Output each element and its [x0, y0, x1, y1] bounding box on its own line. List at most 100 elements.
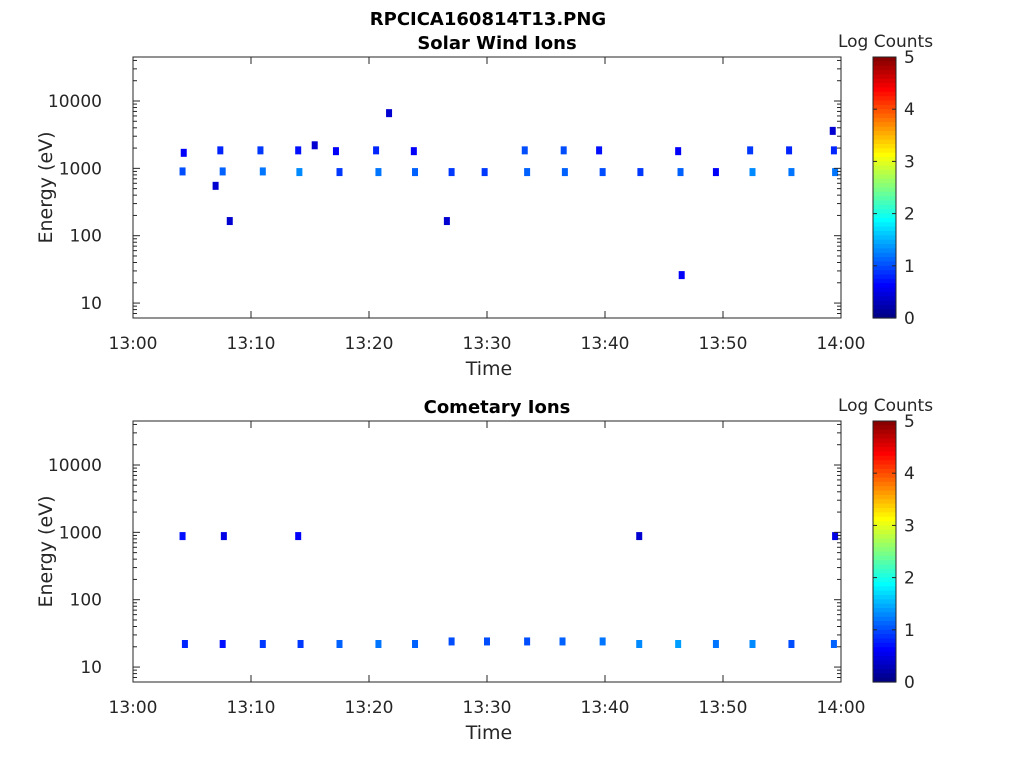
colorbar-frame: [872, 56, 897, 319]
colorbar-segment: [873, 174, 896, 180]
panel-title: Solar Wind Ions: [417, 33, 576, 54]
data-cell: [786, 146, 793, 155]
colorbar-segment: [873, 486, 896, 492]
x-tick-label: 13:30: [463, 698, 512, 718]
data-cell: [373, 146, 380, 155]
colorbar-segment: [873, 595, 896, 600]
colorbar-segment: [873, 117, 896, 123]
colorbar-segment: [873, 586, 896, 592]
colorbar-segment: [873, 599, 896, 605]
x-tick-label: 14:00: [817, 334, 866, 354]
data-cell: [443, 217, 450, 226]
colorbar-segment: [873, 157, 896, 162]
colorbar-segment: [873, 573, 896, 579]
colorbar-segment: [873, 161, 896, 167]
data-cell: [561, 168, 568, 177]
colorbar-segment: [873, 425, 896, 431]
colorbar-segment: [873, 468, 896, 474]
colorbar-segment: [873, 590, 896, 596]
data-cell: [336, 639, 343, 648]
colorbar-tick-label: 1: [904, 257, 915, 277]
colorbar-segment: [873, 612, 896, 618]
y-tick-label: 100: [70, 591, 102, 611]
colorbar-segment: [873, 239, 896, 245]
colorbar-segment: [873, 265, 896, 271]
y-tick-label: 10000: [48, 456, 102, 476]
data-cell: [296, 168, 303, 177]
colorbar-segment: [873, 139, 896, 145]
x-tick-label: 13:50: [699, 698, 748, 718]
colorbar-segment: [873, 283, 896, 289]
data-cell: [180, 148, 187, 157]
colorbar-segment: [873, 473, 896, 479]
colorbar-segment: [873, 638, 896, 644]
colorbar-segment: [873, 494, 896, 500]
data-cell: [678, 271, 685, 280]
colorbar-segment: [873, 438, 896, 444]
colorbar-segment: [873, 503, 896, 509]
colorbar-segment: [873, 508, 896, 513]
data-cell: [311, 141, 318, 150]
y-tick-label: 10: [80, 294, 102, 314]
colorbar-segment: [873, 130, 896, 136]
data-cell: [636, 639, 643, 648]
colorbar-segment: [873, 542, 896, 548]
data-cell: [832, 168, 839, 177]
colorbar-segment: [873, 209, 896, 215]
colorbar-segment: [873, 122, 896, 128]
colorbar-segment: [873, 629, 896, 635]
colorbar-segment: [873, 96, 896, 102]
colorbar-segment: [873, 451, 896, 457]
colorbar-tick-label: 0: [904, 673, 915, 693]
colorbar-segment: [873, 165, 896, 171]
data-cell: [599, 637, 606, 646]
colorbar-segment: [873, 61, 896, 67]
colorbar-segment: [873, 135, 896, 141]
colorbar-segment: [873, 57, 896, 62]
data-cell: [386, 109, 393, 118]
colorbar-segment: [873, 634, 896, 640]
colorbar-segment: [873, 300, 896, 306]
x-tick-label: 13:20: [345, 334, 394, 354]
data-cell: [212, 181, 219, 190]
colorbar-segment: [873, 287, 896, 293]
y-axis-label: Energy (eV): [35, 131, 57, 243]
figure-title: RPCICA160814T13.PNG: [370, 9, 606, 30]
plot-frame: [132, 56, 842, 319]
colorbar-tick-label: 1: [904, 621, 915, 641]
colorbar-tick-label: 5: [904, 48, 915, 68]
colorbar-segment: [873, 442, 896, 448]
colorbar-segment: [873, 226, 896, 232]
solar-wind-panel: Solar Wind Ions 13:00 13:10 13:20 13:30 13:40…: [35, 32, 933, 380]
data-cell: [220, 532, 227, 541]
colorbar-segment: [873, 196, 896, 202]
data-cell: [749, 639, 756, 648]
colorbar-segment: [873, 581, 896, 587]
colorbar-segment: [873, 91, 896, 97]
data-cell: [412, 639, 419, 648]
colorbar-segment: [873, 651, 896, 657]
x-tick-label: 13:00: [109, 334, 158, 354]
colorbar-segment: [873, 304, 896, 310]
colorbar-segment: [873, 564, 896, 570]
data-cell: [219, 639, 226, 648]
colorbar-tick-label: 2: [904, 569, 915, 589]
colorbar-segment: [873, 244, 896, 249]
colorbar-segment: [873, 126, 896, 132]
colorbar-segment: [873, 309, 896, 315]
y-tick-label: 10000: [48, 92, 102, 112]
colorbar-segment: [873, 187, 896, 193]
data-cell: [226, 217, 233, 226]
colorbar-segment: [873, 664, 896, 670]
colorbar-segment: [873, 191, 896, 197]
colorbar-segment: [873, 231, 896, 236]
colorbar-frame: [872, 420, 897, 683]
y-tick-label: 1000: [59, 523, 102, 543]
colorbar-segment: [873, 603, 896, 609]
data-cell: [788, 639, 795, 648]
colorbar-segment: [873, 222, 896, 228]
data-cell: [675, 639, 682, 648]
data-cell: [259, 639, 266, 648]
colorbar-segment: [873, 460, 896, 466]
data-cell: [412, 168, 419, 177]
